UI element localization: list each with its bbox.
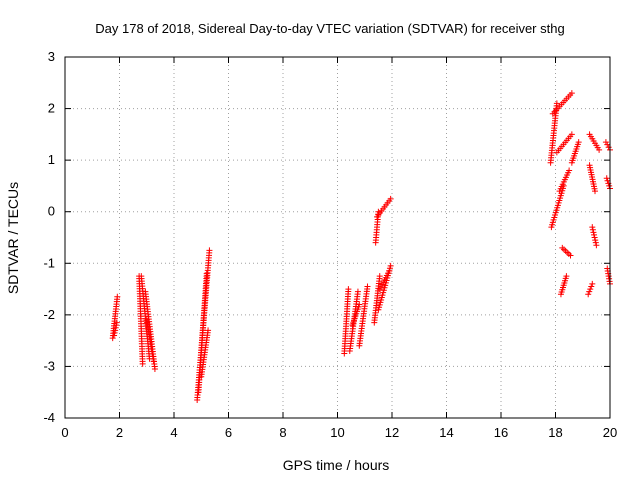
data-point-marker <box>563 273 570 280</box>
data-point-marker <box>606 182 613 189</box>
data-point-marker <box>553 100 560 107</box>
chart-title: Day 178 of 2018, Sidereal Day-to-day VTE… <box>95 21 564 36</box>
data-point-marker <box>605 144 612 151</box>
data-point-marker <box>112 327 119 334</box>
x-tick-label: 20 <box>603 425 617 440</box>
data-point-marker <box>592 188 599 195</box>
x-tick-label: 12 <box>385 425 399 440</box>
data-point-marker <box>113 319 120 326</box>
data-point-marker <box>111 332 118 339</box>
y-tick-label: 0 <box>48 204 55 219</box>
x-tick-label: 6 <box>225 425 232 440</box>
y-tick-label: -2 <box>43 307 55 322</box>
x-tick-label: 8 <box>279 425 286 440</box>
data-point-marker <box>589 226 596 233</box>
x-tick-label: 16 <box>494 425 508 440</box>
data-point-marker <box>592 237 599 244</box>
data-point-marker <box>588 283 595 290</box>
x-tick-label: 18 <box>548 425 562 440</box>
data-points <box>109 90 613 403</box>
data-point-marker <box>356 301 363 308</box>
y-tick-label: -4 <box>43 410 55 425</box>
data-point-marker <box>568 90 575 97</box>
plot-frame <box>64 56 611 419</box>
data-point-marker <box>590 229 597 236</box>
grid <box>65 57 610 418</box>
y-tick-label: -1 <box>43 255 55 270</box>
y-tick-label: 3 <box>48 49 55 64</box>
data-point-marker <box>150 358 157 365</box>
data-point-marker <box>387 262 394 269</box>
x-tick-label: 4 <box>170 425 177 440</box>
data-point-marker <box>206 247 213 254</box>
x-axis-label: GPS time / hours <box>283 457 390 473</box>
data-point-marker <box>364 283 371 290</box>
data-point-marker <box>114 293 121 300</box>
data-point-marker <box>345 286 352 293</box>
y-axis-label: SDTVAR / TECUs <box>5 182 21 294</box>
y-tick-label: -3 <box>43 358 55 373</box>
data-point-marker <box>592 239 599 246</box>
data-point-marker <box>586 288 593 295</box>
data-point-marker <box>593 242 600 249</box>
x-tick-label: 10 <box>330 425 344 440</box>
data-point-marker <box>113 322 120 329</box>
data-point-marker <box>591 234 598 241</box>
data-point-marker <box>587 286 594 293</box>
data-point-marker <box>376 273 383 280</box>
y-tick-label: 1 <box>48 152 55 167</box>
data-point-marker <box>589 280 596 287</box>
data-point-marker <box>604 141 611 148</box>
data-point-marker <box>387 195 394 202</box>
data-point-marker <box>602 139 609 146</box>
data-point-marker <box>591 231 598 238</box>
data-point-marker <box>567 252 574 259</box>
x-tick-label: 2 <box>116 425 123 440</box>
data-point-marker <box>603 175 610 182</box>
data-point-marker <box>112 324 119 331</box>
data-point-marker <box>354 288 361 295</box>
data-point-marker <box>205 327 212 334</box>
data-point-marker <box>566 167 573 174</box>
data-point-marker <box>111 329 118 336</box>
data-point-marker <box>589 224 596 231</box>
data-point-marker <box>568 131 575 138</box>
x-tick-label: 0 <box>61 425 68 440</box>
data-point-marker <box>585 291 592 298</box>
data-point-marker <box>386 268 393 275</box>
data-point-marker <box>139 360 146 367</box>
data-point-marker <box>575 139 582 146</box>
y-tick-label: 2 <box>48 101 55 116</box>
x-tick-label: 14 <box>439 425 453 440</box>
data-point-marker <box>203 270 210 277</box>
data-point-marker <box>596 146 603 153</box>
data-point-marker <box>151 366 158 373</box>
